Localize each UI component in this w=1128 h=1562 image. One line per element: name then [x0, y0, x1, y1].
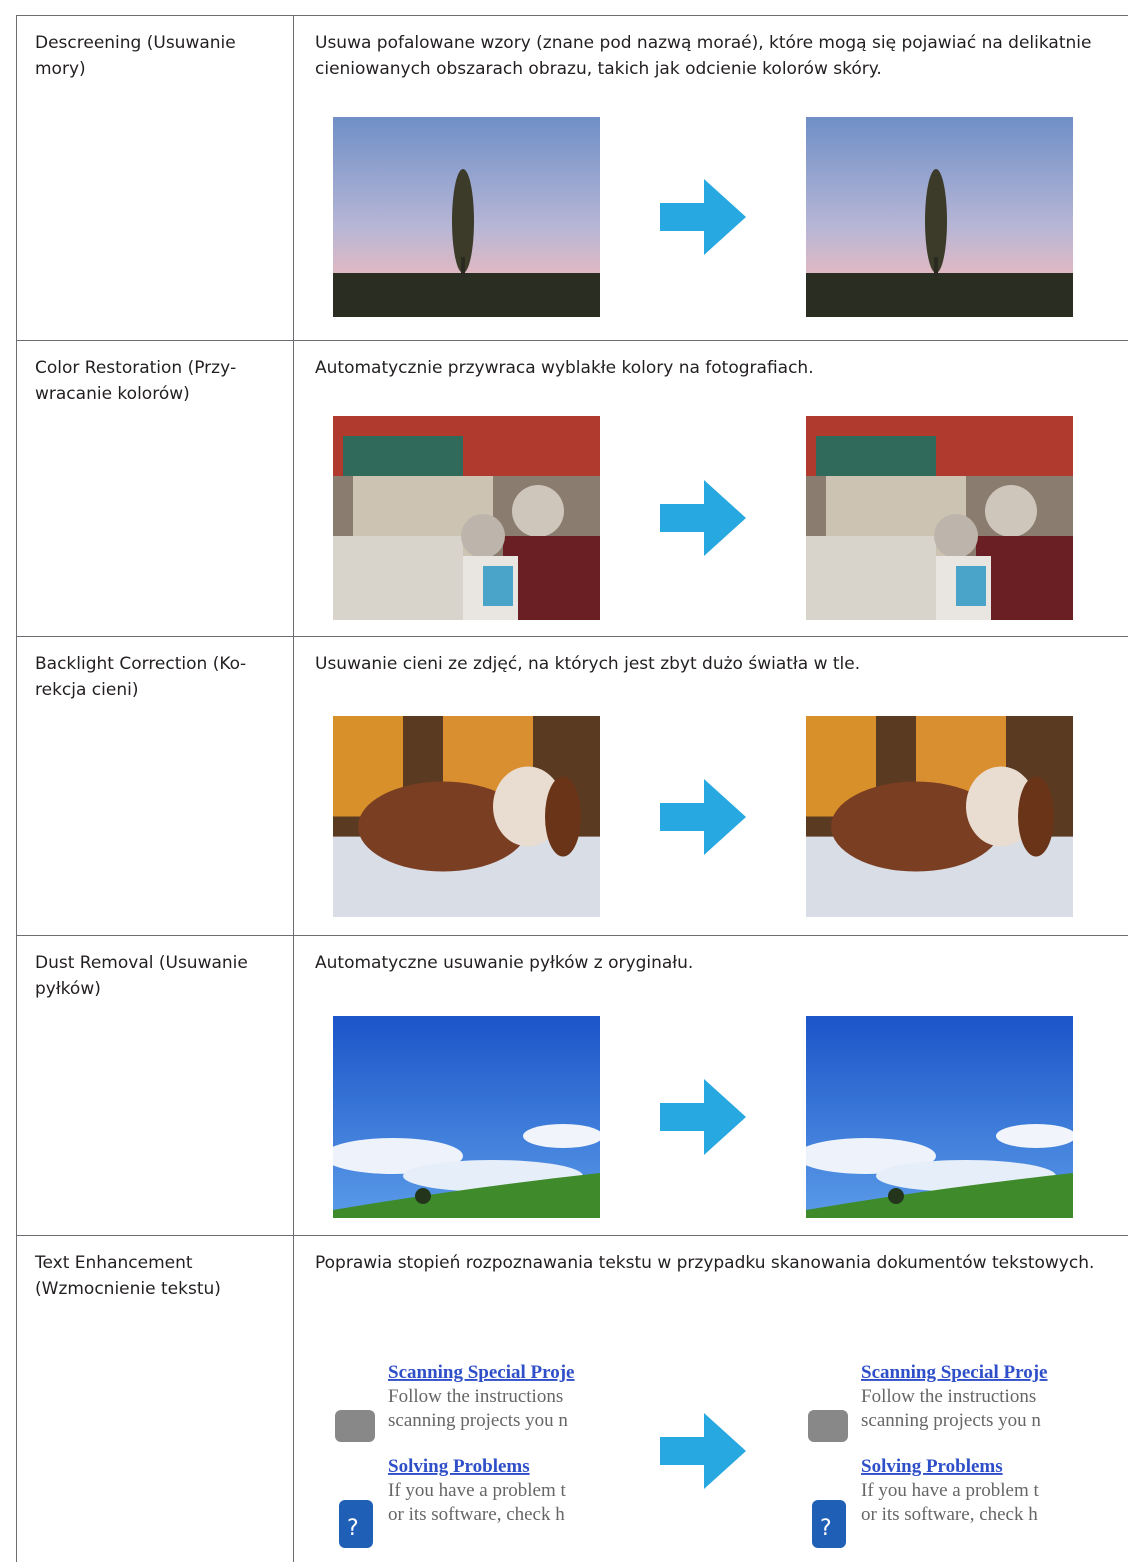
image-text: Follow the instructions	[861, 1386, 1036, 1407]
feature-name: Text Enhancement (Wzmocnienie tekstu)	[35, 1253, 221, 1299]
arrow-icon	[660, 1079, 746, 1155]
image-text: Solving Problems	[861, 1456, 1003, 1477]
image-text: If you have a problem t	[861, 1480, 1040, 1501]
feature-description: Usuwanie cieni ze zdjęć, na których jest…	[315, 654, 861, 674]
feature-description: Poprawia stopień rozpoznawania tekstu w …	[315, 1253, 1095, 1273]
before-image	[333, 117, 600, 317]
before-image	[333, 716, 600, 917]
image-text: If you have a problem t	[388, 1480, 567, 1501]
feature-name: Dust Removal (Usuwanie pyłków)	[35, 953, 248, 999]
image-text: Follow the instructions	[388, 1386, 563, 1407]
after-image	[806, 1016, 1073, 1218]
column-divider	[293, 15, 294, 1562]
before-image	[333, 1016, 600, 1218]
feature-description: Automatyczne usuwanie pyłków z oryginału…	[315, 953, 694, 973]
feature-description: Usuwa pofalowane wzory (znane pod nazwą …	[315, 33, 1092, 79]
after-image	[806, 117, 1073, 317]
arrow-icon	[660, 778, 746, 855]
after-image: ? Scanning Special Proje Follow the instru…	[806, 1340, 1073, 1562]
arrow-icon	[660, 480, 746, 556]
before-image	[333, 416, 600, 620]
svg-text:?: ?	[820, 1516, 832, 1541]
image-text: Scanning Special Proje	[388, 1362, 575, 1383]
after-image	[806, 716, 1073, 917]
image-text: Solving Problems	[388, 1456, 530, 1477]
before-image: ? Scanning Special Proje Follow the instru…	[333, 1340, 600, 1562]
feature-name: Backlight Correction (Ko­rekcja cieni)	[35, 654, 247, 700]
table-row: Backlight Correction (Ko­rekcja cieni) Us…	[16, 636, 1128, 936]
table-row: Text Enhancement (Wzmocnienie tekstu) Pop…	[16, 1235, 1128, 1562]
after-image	[806, 416, 1073, 620]
image-text: or its software, check h	[861, 1504, 1038, 1525]
image-text: Scanning Special Proje	[861, 1362, 1048, 1383]
table-row: Descreening (Usuwanie mory) Usuwa pofalow…	[16, 15, 1128, 341]
table-border	[16, 15, 17, 1562]
arrow-icon	[660, 1413, 746, 1489]
table-row: Color Restoration (Przy­wracanie kolorów…	[16, 340, 1128, 637]
image-text: or its software, check h	[388, 1504, 565, 1525]
image-text: scanning projects you n	[861, 1410, 1041, 1431]
table-row: Dust Removal (Usuwanie pyłków) Automatycz…	[16, 935, 1128, 1236]
feature-description: Automatycznie przywraca wyblakłe kolory …	[315, 358, 814, 378]
arrow-icon	[660, 179, 746, 255]
image-text: scanning projects you n	[388, 1410, 568, 1431]
svg-text:?: ?	[347, 1516, 359, 1541]
feature-name: Color Restoration (Przy­wracanie kolorów…	[35, 358, 237, 404]
feature-name: Descreening (Usuwanie mory)	[35, 33, 236, 79]
